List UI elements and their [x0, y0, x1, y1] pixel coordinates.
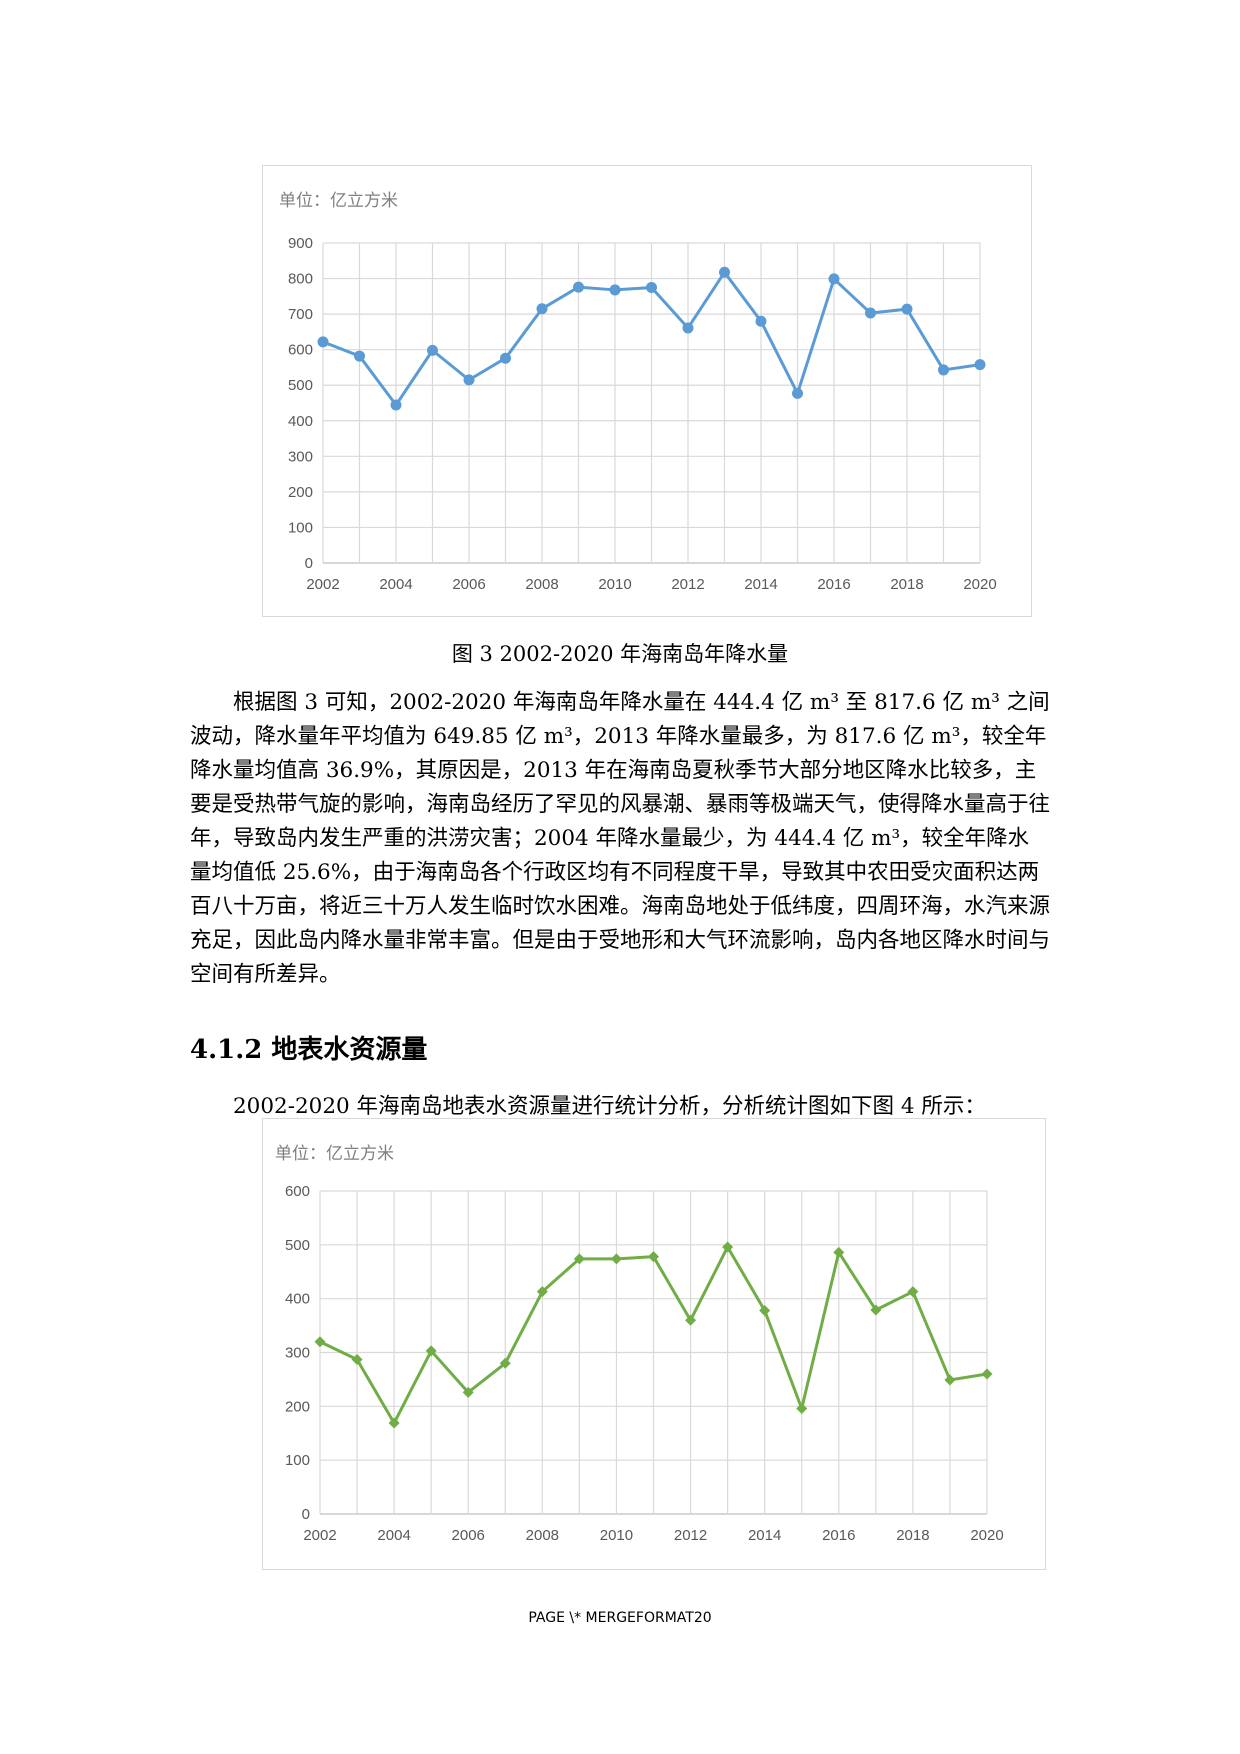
fig4-data-point	[499, 1357, 511, 1369]
fig4-y-tick-label: 500	[285, 1237, 310, 1254]
paragraph-2-text: 2002-2020 年海南岛地表水资源量进行统计分析，分析统计图如下图 4 所示…	[233, 1094, 986, 1119]
fig3-data-point	[755, 315, 767, 327]
fig3-data-point	[719, 266, 730, 278]
fig4-y-tick-label: 200	[285, 1398, 310, 1415]
fig3-y-tick-label: 200	[288, 484, 313, 501]
fig4-x-tick-label: 2002	[303, 1527, 336, 1544]
fig3-data-point	[646, 281, 657, 293]
fig3-data-point	[974, 359, 986, 371]
fig4-data-point	[314, 1336, 326, 1348]
figure3-caption: 图 3 2002-2020 年海南岛年降水量	[451, 642, 789, 666]
fig3-data-point	[390, 399, 402, 411]
fig3-y-tick-label: 100	[288, 519, 313, 536]
fig3-data-point	[938, 364, 949, 376]
fig4-y-tick-label: 300	[285, 1345, 310, 1362]
fig4-x-tick-label: 2020	[970, 1527, 1003, 1544]
fig4-data-point	[870, 1304, 882, 1316]
paragraph-1-text: 根据图 3 可知，2002-2020 年海南岛年降水量在 444.4 亿 m³ …	[190, 690, 1051, 987]
fig3-data-point	[463, 374, 475, 386]
fig4-data-point	[833, 1246, 845, 1258]
figure3-plot: 0 100 200 300 400 500 600 700 800 900 2002 2004 2006…	[288, 235, 997, 593]
fig4-x-tick-label: 2012	[674, 1527, 707, 1544]
paragraph-2: 2002-2020 年海南岛地表水资源量进行统计分析，分析统计图如下图 4 所示…	[190, 1090, 1050, 1124]
fig3-y-tick-label: 500	[288, 377, 313, 394]
section-heading: 4.1.2 地表水资源量	[190, 1035, 428, 1065]
fig4-data-point	[759, 1305, 771, 1317]
fig4-x-tick-label: 2018	[896, 1527, 929, 1544]
fig4-data-point	[462, 1386, 474, 1398]
fig4-data-point	[685, 1314, 697, 1326]
fig4-data-point	[388, 1417, 400, 1429]
fig3-x-tick-label: 2004	[379, 576, 412, 593]
fig3-x-tick-label: 2008	[525, 576, 558, 593]
fig3-x-tick-label: 2012	[671, 576, 704, 593]
fig4-y-tick-label: 0	[302, 1506, 310, 1523]
fig4-data-point	[796, 1402, 808, 1414]
fig4-data-point	[944, 1374, 956, 1386]
fig3-y-tick-label: 800	[288, 271, 313, 288]
fig4-data-point	[425, 1345, 437, 1357]
fig3-y-tick-label: 0	[305, 555, 313, 572]
fig3-x-tick-label: 2016	[817, 576, 850, 593]
fig3-data-point	[828, 273, 840, 285]
fig3-x-tick-label: 2018	[890, 576, 923, 593]
fig3-x-tick-label: 2002	[306, 576, 339, 593]
fig3-data-point	[901, 303, 913, 315]
fig3-data-point	[427, 344, 438, 356]
fig3-y-tick-label: 300	[288, 448, 313, 465]
fig3-data-point	[865, 307, 876, 319]
fig4-data-point	[536, 1286, 548, 1298]
fig3-x-tick-label: 2006	[452, 576, 485, 593]
paragraph-1: 根据图 3 可知，2002-2020 年海南岛年降水量在 444.4 亿 m³ …	[190, 686, 1050, 992]
fig4-y-tick-label: 400	[285, 1291, 310, 1308]
fig4-x-tick-label: 2014	[748, 1527, 781, 1544]
fig4-x-tick-label: 2010	[600, 1527, 633, 1544]
figure3-chart: 单位：亿立方米 0 100 200 300 400 500 600 700 800 900 2002…	[262, 165, 1032, 617]
fig3-data-point	[500, 352, 511, 364]
fig3-data-point	[792, 387, 803, 399]
fig4-x-tick-label: 2006	[452, 1527, 485, 1544]
fig3-x-tick-label: 2014	[744, 576, 777, 593]
fig3-data-point	[354, 350, 365, 362]
fig4-data-point	[722, 1241, 734, 1253]
fig4-data-point	[351, 1353, 363, 1365]
fig4-x-tick-label: 2016	[822, 1527, 855, 1544]
fig3-x-tick-label: 2020	[963, 576, 996, 593]
figure4-unit-label: 单位：亿立方米	[275, 1144, 394, 1164]
fig3-data-point	[573, 281, 584, 293]
fig4-x-tick-label: 2004	[377, 1527, 410, 1544]
fig4-data-point	[573, 1253, 585, 1265]
fig3-y-tick-label: 700	[288, 306, 313, 323]
fig3-y-tick-label: 400	[288, 413, 313, 430]
fig4-data-point	[907, 1286, 919, 1298]
fig3-data-point	[317, 336, 329, 348]
fig3-data-point	[609, 284, 621, 296]
fig3-y-tick-label: 600	[288, 342, 313, 359]
figure4-plot: 0 100 200 300 400 500 600 2002 2004 2006 2008 2010 2…	[285, 1183, 1004, 1544]
fig3-data-point	[682, 322, 694, 334]
figure4-chart: 单位：亿立方米 0 100 200 300 400 500 600 2002 2004 2006 2…	[262, 1118, 1046, 1570]
fig3-data-point	[536, 303, 548, 315]
fig4-y-tick-label: 600	[285, 1183, 310, 1200]
fig4-data-point	[981, 1368, 993, 1380]
fig3-x-tick-label: 2010	[598, 576, 631, 593]
fig4-y-tick-label: 100	[285, 1452, 310, 1469]
fig3-y-tick-label: 900	[288, 235, 313, 252]
fig4-x-tick-label: 2008	[526, 1527, 559, 1544]
figure3-unit-label: 单位：亿立方米	[279, 191, 398, 211]
page-footer: PAGE \* MERGEFORMAT20	[528, 1610, 712, 1626]
fig4-data-point	[610, 1253, 622, 1265]
fig4-data-point	[648, 1251, 659, 1263]
